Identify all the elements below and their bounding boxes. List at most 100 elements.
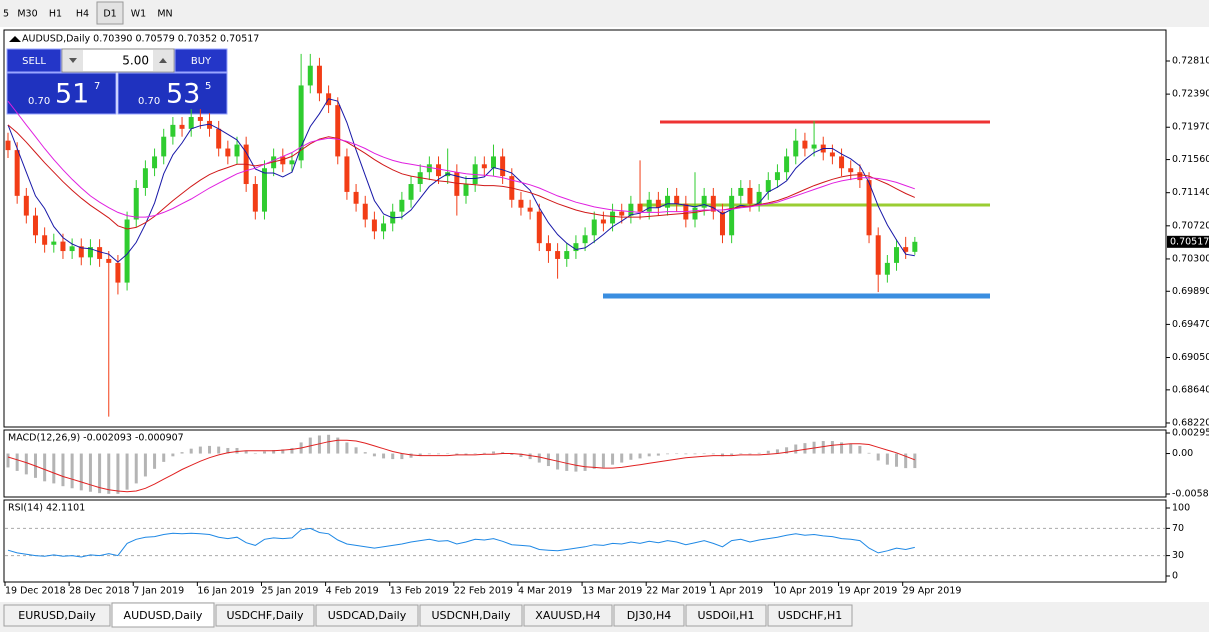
- x-tick-label: 19 Apr 2019: [839, 586, 898, 597]
- timeframe-button[interactable]: [13, 2, 42, 24]
- rsi-title: RSI(14) 42.1101: [8, 503, 85, 514]
- macd-bar: [52, 453, 56, 484]
- timeframe-button[interactable]: [43, 2, 68, 24]
- macd-bar: [88, 453, 92, 492]
- macd-bar: [702, 453, 706, 455]
- macd-bar: [98, 453, 102, 494]
- candle-body: [344, 156, 350, 192]
- rsi-line: [7, 527, 915, 558]
- candle-body: [124, 219, 130, 283]
- candle-body: [161, 136, 167, 157]
- candle-body: [170, 124, 176, 137]
- sell-label: SELL: [22, 56, 46, 67]
- macd-bar: [528, 453, 532, 460]
- y-tick-label: -0.005825: [1172, 489, 1209, 500]
- candle-body: [637, 203, 643, 212]
- x-tick-label: 1 Apr 2019: [710, 586, 763, 597]
- chart-tab[interactable]: [215, 604, 315, 627]
- macd-bar: [775, 449, 779, 454]
- timeframe-button[interactable]: [96, 1, 124, 25]
- timeframe-label: 5: [3, 9, 9, 20]
- chart-tab[interactable]: [613, 604, 685, 627]
- macd-bar: [24, 453, 28, 475]
- macd-bar: [620, 453, 624, 463]
- ask-main: 53: [166, 79, 200, 110]
- candle-body: [14, 150, 20, 196]
- chart-tab[interactable]: [767, 604, 853, 627]
- moving-average: [7, 124, 915, 230]
- chart-tab[interactable]: [315, 604, 419, 627]
- candle-body: [536, 211, 542, 244]
- macd-bar: [409, 453, 413, 458]
- x-tick-label: 13 Mar 2019: [582, 586, 642, 597]
- x-tick-label: 29 Apr 2019: [903, 586, 962, 597]
- candle-body: [719, 211, 725, 236]
- bid-box[interactable]: [6, 72, 117, 115]
- candle-body: [142, 168, 148, 188]
- candle-body: [692, 207, 698, 220]
- macd-bar: [766, 450, 770, 454]
- chart-tab[interactable]: [3, 604, 111, 627]
- macd-bar: [336, 437, 340, 454]
- candle-body: [399, 199, 405, 212]
- candle-body: [655, 199, 661, 208]
- candle-body: [884, 262, 890, 275]
- macd-bar: [189, 448, 193, 454]
- volume-box[interactable]: [61, 48, 175, 73]
- macd-bar: [446, 453, 450, 455]
- bid-main: 51: [55, 79, 89, 110]
- candle-body: [738, 187, 744, 196]
- candle-body: [298, 85, 304, 161]
- candle-body: [848, 168, 854, 173]
- candle-body: [261, 168, 267, 212]
- chart-tab[interactable]: [685, 604, 767, 627]
- candle-body: [646, 199, 652, 212]
- macd-bar: [180, 452, 184, 454]
- y-tick-label: 0.002957: [1172, 428, 1209, 439]
- candle-body: [756, 191, 762, 204]
- candle-body: [665, 195, 671, 208]
- chart-tab[interactable]: [419, 604, 523, 627]
- x-tick-label: 13 Feb 2019: [390, 586, 449, 597]
- moving-average: [7, 98, 915, 263]
- macd-bar: [537, 453, 541, 463]
- macd-bar: [849, 443, 853, 454]
- candle-body: [628, 203, 634, 216]
- macd-bar: [684, 453, 688, 455]
- macd-bar: [171, 453, 175, 457]
- candle-body: [463, 184, 469, 196]
- x-tick-label: 28 Dec 2018: [69, 586, 130, 597]
- sell-button[interactable]: [6, 48, 62, 73]
- candle-body: [51, 241, 57, 245]
- candle-body: [774, 172, 780, 181]
- timeframe-button[interactable]: [152, 2, 178, 24]
- y-tick-label: 30: [1172, 550, 1184, 561]
- timeframe-button[interactable]: [126, 2, 151, 24]
- x-tick-label: 10 Apr 2019: [774, 586, 833, 597]
- candle-body: [500, 156, 506, 177]
- price-tag: [1167, 235, 1209, 248]
- candle-body: [216, 128, 222, 149]
- ask-small: 5: [205, 81, 211, 92]
- candle-body: [564, 251, 570, 259]
- y-tick-label: 70: [1172, 523, 1184, 534]
- chart-tab[interactable]: [111, 602, 215, 628]
- x-tick-label: 7 Jan 2019: [133, 586, 184, 597]
- candle-body: [875, 235, 881, 275]
- chart-tab[interactable]: [523, 604, 613, 627]
- candle-body: [234, 144, 240, 157]
- candle-body: [555, 251, 561, 259]
- macd-bar: [638, 453, 642, 459]
- candle-body: [353, 191, 359, 204]
- rsi-panel: [3, 499, 1167, 583]
- timeframe-button[interactable]: [0, 2, 12, 24]
- candle-body: [23, 195, 29, 216]
- timeframe-button[interactable]: [69, 2, 96, 24]
- macd-bar: [400, 453, 404, 460]
- ask-box[interactable]: [117, 72, 228, 115]
- macd-bar: [583, 453, 587, 471]
- candle-body: [765, 180, 771, 192]
- buy-button[interactable]: [174, 48, 228, 73]
- x-tick-label: 4 Mar 2019: [518, 586, 572, 597]
